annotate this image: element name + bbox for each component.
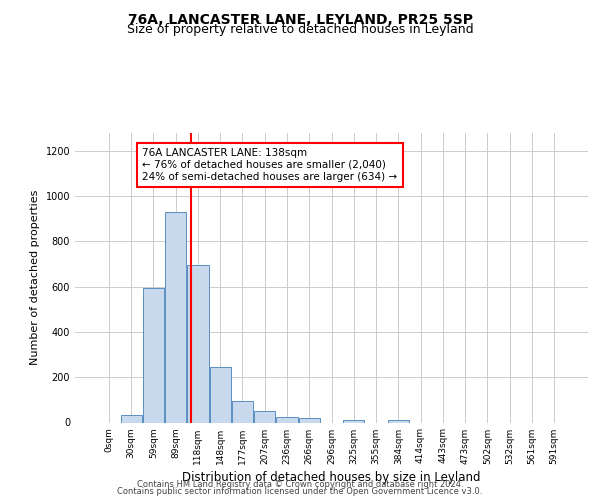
Bar <box>254 411 275 422</box>
Y-axis label: Number of detached properties: Number of detached properties <box>30 190 40 365</box>
Bar <box>232 401 253 422</box>
Bar <box>299 418 320 422</box>
Bar <box>209 367 231 422</box>
Bar <box>343 420 364 422</box>
Text: Contains HM Land Registry data © Crown copyright and database right 2024.: Contains HM Land Registry data © Crown c… <box>137 480 463 489</box>
Bar <box>388 420 409 422</box>
Text: Contains public sector information licensed under the Open Government Licence v3: Contains public sector information licen… <box>118 487 482 496</box>
Bar <box>121 414 142 422</box>
Text: 76A, LANCASTER LANE, LEYLAND, PR25 5SP: 76A, LANCASTER LANE, LEYLAND, PR25 5SP <box>128 12 473 26</box>
Bar <box>187 265 209 422</box>
Text: 76A LANCASTER LANE: 138sqm
← 76% of detached houses are smaller (2,040)
24% of s: 76A LANCASTER LANE: 138sqm ← 76% of deta… <box>142 148 397 182</box>
X-axis label: Distribution of detached houses by size in Leyland: Distribution of detached houses by size … <box>182 470 481 484</box>
Bar <box>143 288 164 422</box>
Bar <box>165 212 186 422</box>
Text: Size of property relative to detached houses in Leyland: Size of property relative to detached ho… <box>127 22 473 36</box>
Bar <box>277 417 298 422</box>
